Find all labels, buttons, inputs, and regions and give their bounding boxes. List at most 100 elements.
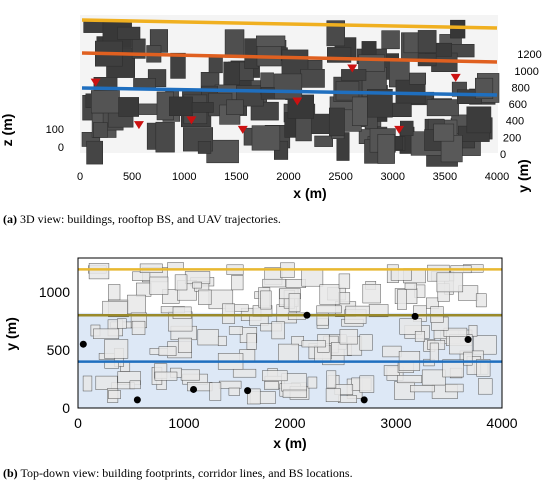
building-footprint [228,326,243,335]
y-tick-label: 0 [62,400,70,416]
x-axis-label-3d: x (m) [293,185,326,201]
rooftop-bs-marker [186,116,197,125]
panel-top-view: 0 1000 2000 3000 4000 0 500 1000 x (m) y (m) [3,255,518,451]
building-footprint [301,340,326,348]
building-footprint [198,289,212,305]
building-footprint [345,305,370,315]
building-footprint [326,370,337,389]
x-tick-label: 3000 [381,171,405,183]
building-3d [226,99,244,116]
caption-a: (a) 3D view: buildings, rooftop BS, and … [3,212,281,227]
x-tick-label: 2500 [328,171,352,183]
x-tick-label: 0 [74,415,82,431]
building-footprint [397,375,422,384]
building-3d [155,121,175,153]
building-footprint [149,276,169,295]
building-footprint [278,343,299,362]
building-footprint [218,380,242,389]
rooftop-bs-marker [450,73,461,82]
caption-a-label: (a) [3,212,17,226]
caption-b-label: (b) [3,466,18,480]
y-axis-label-top: y (m) [3,317,19,350]
building-footprint [316,305,342,314]
z-tick-label: 100 [46,124,64,136]
building-3d [91,90,120,114]
building-footprint [178,337,192,353]
building-3d [133,78,157,90]
building-footprint [421,369,446,386]
bs-location-marker [303,311,311,319]
x-tick-label: 2000 [274,415,305,431]
building-footprint [473,335,497,355]
building-footprint [338,395,357,403]
building-footprint [397,289,407,310]
building-3d [117,26,141,40]
building-3d [426,99,459,117]
building-3d [450,19,466,39]
caption-a-text: 3D view: buildings, rooftop BS, and UAV … [20,212,281,226]
building-footprint [362,284,381,304]
x-tick-label: 1000 [172,171,196,183]
y-tick-label: 0 [500,149,506,161]
building-3d [377,134,395,164]
y-tick-label: 400 [506,116,524,128]
x-tick-label: 3500 [433,171,457,183]
building-3d [409,72,427,85]
building-3d [169,96,193,117]
building-footprint [445,383,464,393]
building-footprint [307,376,318,389]
building-footprint [117,318,127,329]
building-footprint [154,371,178,381]
building-3d [358,54,386,72]
building-footprint [217,335,227,346]
building-footprint [301,269,324,287]
building-3d [170,52,186,79]
rooftop-bs-marker [237,125,248,134]
building-footprint [339,329,358,345]
bs-location-marker [464,336,472,344]
building-3d [224,29,245,58]
building-3d [300,69,325,88]
building-footprint [260,290,272,310]
building-footprint [231,275,244,291]
x-tick-label: 4000 [486,415,517,431]
building-footprint [410,385,435,393]
building-3d [314,135,334,147]
y-tick-label: 1200 [517,49,541,61]
bs-location-marker [244,387,252,395]
building-footprint [458,285,479,301]
building-3d [191,102,214,113]
building-3d [381,30,400,50]
building-footprint [108,390,121,399]
building-footprint [429,342,439,362]
corridor-lines [78,268,502,363]
y-tick-labels-3d: 0 200 400 600 800 1000 1200 [500,49,542,161]
building-footprint [478,378,493,395]
plot-frame-top [77,257,503,409]
building-footprint [158,346,177,356]
building-footprint [468,325,478,337]
building-footprint [262,370,288,382]
building-footprint [359,334,373,351]
y-tick-label: 1000 [39,284,70,300]
uav-trajectory-line [81,18,498,30]
building-3d [328,107,345,137]
building-footprint [222,303,235,324]
bs-location-marker [411,312,419,320]
building-3d [251,125,281,151]
building-3d [93,122,108,138]
building-footprint [288,293,301,312]
x-tick-labels-3d: 0 500 1000 1500 2000 2500 3000 3500 4000 [77,171,509,183]
bs-locations [79,311,472,404]
building-3d [433,123,455,142]
building-footprint [443,327,468,337]
building-footprint [180,369,200,381]
building-footprint [383,365,400,376]
building-footprint [174,274,188,291]
x-tick-labels-top: 0 1000 2000 3000 4000 [74,415,518,431]
plot-top-margin [78,255,502,263]
building-footprint [88,263,110,280]
building-footprint [414,331,425,342]
building-3d [223,61,240,86]
